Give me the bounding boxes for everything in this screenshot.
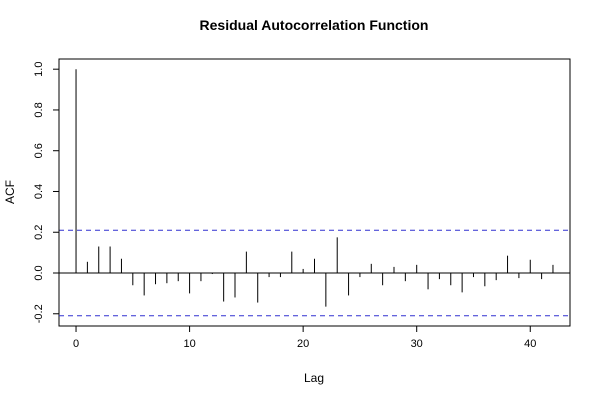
y-tick-label: 0.6 (33, 143, 45, 158)
x-tick-label: 20 (297, 338, 309, 350)
x-tick-label: 30 (411, 338, 423, 350)
chart-title: Residual Autocorrelation Function (200, 17, 429, 33)
x-tick-label: 0 (73, 338, 79, 350)
x-tick-label: 10 (183, 338, 195, 350)
y-axis: -0.2 0.0 0.2 0.4 0.6 0.8 1.0 (33, 62, 60, 323)
plot-area (58, 58, 571, 327)
y-tick-label: 0.4 (33, 184, 45, 199)
x-axis: 0 10 20 30 40 (73, 325, 536, 350)
y-tick-label: 0.8 (33, 102, 45, 117)
acf-bars (75, 69, 554, 307)
x-axis-label: Lag (304, 371, 324, 385)
y-tick-label: 0.2 (33, 225, 45, 240)
y-tick-label: 0.0 (33, 265, 45, 280)
y-tick-label: -0.2 (33, 304, 45, 323)
x-tick-label: 40 (524, 338, 536, 350)
y-tick-label: 1.0 (33, 62, 45, 77)
y-axis-label: ACF (3, 180, 17, 204)
